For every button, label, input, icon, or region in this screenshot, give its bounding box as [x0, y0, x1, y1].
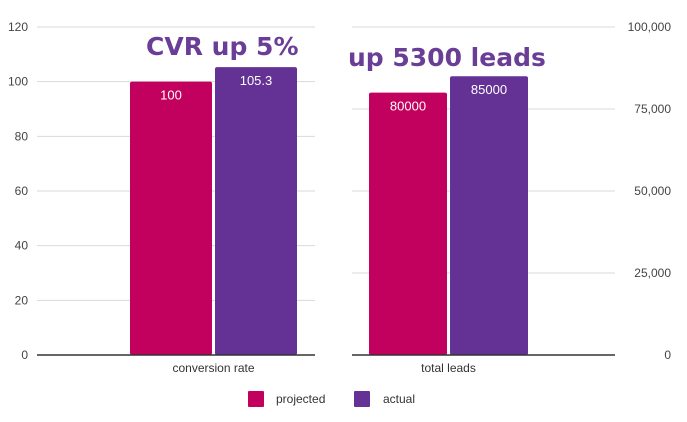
bar-actual	[450, 76, 528, 355]
x-category-label: total leads	[421, 361, 476, 375]
x-category-label: conversion rate	[172, 361, 254, 375]
data-label-actual: 105.3	[240, 73, 273, 88]
legend-swatch-projected	[248, 391, 264, 407]
bar-actual	[215, 67, 297, 356]
y-tick-label: 60	[15, 184, 29, 198]
y-axis-tick-labels: 0 25,000 50,000 75,000 100,000	[628, 20, 672, 362]
y-tick-label: 100	[8, 75, 28, 89]
chart-annotation: up 5300 leads	[348, 43, 546, 72]
bars: 80000 85000	[369, 76, 528, 355]
data-label-actual: 85000	[471, 82, 507, 97]
y-tick-label: 80	[15, 129, 29, 143]
y-tick-label: 50,000	[634, 184, 671, 198]
legend-label-projected: projected	[276, 392, 325, 406]
y-tick-label: 100,000	[628, 20, 672, 34]
total-leads-panel: 0 25,000 50,000 75,000 100,000 80000 85000 to…	[348, 20, 671, 375]
y-tick-label: 75,000	[634, 102, 671, 116]
chart-annotation: CVR up 5%	[146, 32, 299, 61]
y-tick-label: 40	[15, 239, 29, 253]
y-tick-label: 0	[21, 348, 28, 362]
legend: projected actual	[248, 391, 415, 407]
bars: 100 105.3	[130, 67, 297, 356]
bar-projected	[369, 92, 447, 355]
data-label-projected: 80000	[390, 99, 426, 114]
bar-projected	[130, 81, 212, 356]
y-tick-label: 120	[8, 20, 28, 34]
y-tick-label: 20	[15, 293, 29, 307]
y-tick-label: 0	[664, 348, 671, 362]
conversion-rate-panel: 0 20 40 60 80 100 120 100 105.3 conversion rate…	[8, 20, 315, 375]
y-tick-label: 25,000	[634, 266, 671, 280]
legend-swatch-actual	[354, 391, 370, 407]
legend-label-actual: actual	[383, 392, 415, 406]
data-label-projected: 100	[160, 88, 182, 103]
y-axis-tick-labels: 0 20 40 60 80 100 120	[8, 20, 28, 362]
